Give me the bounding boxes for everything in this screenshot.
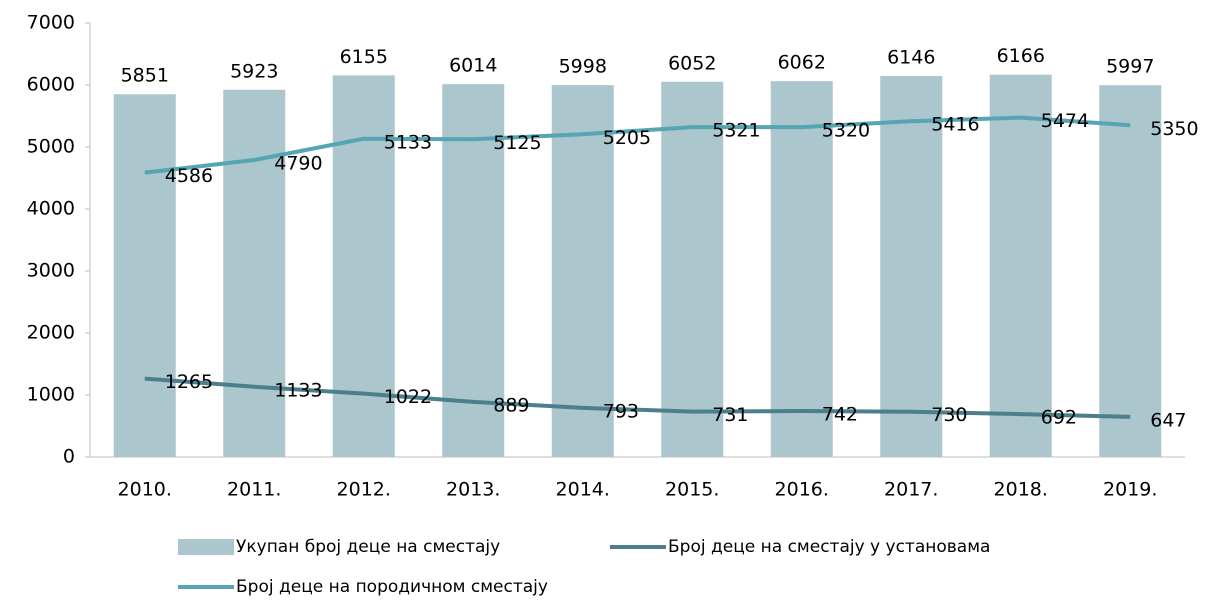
data-label: 889: [493, 394, 529, 416]
data-label: 793: [603, 400, 639, 422]
data-label: 4790: [274, 153, 322, 175]
y-tick-label: 1000: [27, 384, 75, 406]
x-tick-label: 2012.: [337, 479, 391, 501]
bar: [442, 84, 505, 457]
legend-swatch: [178, 539, 234, 555]
bar: [551, 85, 614, 458]
bar: [661, 81, 724, 457]
y-tick-label: 3000: [27, 260, 75, 282]
x-tick-label: 2011.: [227, 479, 281, 501]
data-label: 5851: [121, 65, 169, 87]
x-tick-label: 2013.: [446, 479, 500, 501]
data-label: 5997: [1106, 56, 1154, 78]
data-label: 647: [1150, 409, 1186, 431]
y-tick-label: 6000: [27, 74, 75, 96]
data-label: 6062: [778, 52, 826, 74]
data-label: 1265: [165, 371, 213, 393]
bar: [880, 75, 943, 457]
y-tick-label: 7000: [27, 12, 75, 34]
x-tick-label: 2014.: [556, 479, 610, 501]
legend-label: Број деце на сместају у установама: [668, 537, 990, 557]
x-tick-label: 2016.: [775, 479, 829, 501]
data-label: 6014: [449, 55, 497, 77]
data-label: 5133: [384, 131, 432, 153]
x-tick-label: 2018.: [994, 479, 1048, 501]
data-label: 5125: [493, 132, 541, 154]
data-label: 5998: [559, 56, 607, 78]
bar: [770, 81, 833, 457]
data-label: 5321: [712, 120, 760, 142]
y-tick-label: 5000: [27, 136, 75, 158]
legend-label: Број деце на породичном сместају: [236, 577, 548, 597]
data-label: 5416: [931, 114, 979, 136]
bar: [223, 89, 286, 458]
data-label: 1022: [384, 386, 432, 408]
data-label: 5474: [1041, 110, 1089, 132]
data-label: 6166: [997, 45, 1045, 67]
legend-label: Укупан број деце на сместају: [236, 537, 500, 557]
x-tick-label: 2015.: [665, 479, 719, 501]
x-tick-label: 2010.: [118, 479, 172, 501]
data-label: 5923: [230, 60, 278, 82]
data-label: 1133: [274, 379, 322, 401]
data-label: 6155: [340, 46, 388, 68]
data-label: 6146: [887, 46, 935, 68]
y-tick-label: 2000: [27, 322, 75, 344]
data-label: 4586: [165, 165, 213, 187]
data-label: 5350: [1150, 118, 1198, 140]
data-label: 730: [931, 404, 967, 426]
bar: [1099, 85, 1162, 457]
line: [144, 115, 1131, 175]
data-label: 5205: [603, 127, 651, 149]
y-tick-label: 0: [63, 446, 75, 468]
bar: [989, 74, 1052, 457]
data-label: 692: [1041, 407, 1077, 429]
line: [144, 376, 1131, 419]
data-label: 742: [822, 403, 858, 425]
bar: [113, 94, 176, 457]
data-label: 6052: [668, 52, 716, 74]
y-tick-label: 4000: [27, 198, 75, 220]
data-label: 5320: [822, 120, 870, 142]
data-label: 731: [712, 404, 748, 426]
x-tick-label: 2019.: [1103, 479, 1157, 501]
x-tick-label: 2017.: [884, 479, 938, 501]
